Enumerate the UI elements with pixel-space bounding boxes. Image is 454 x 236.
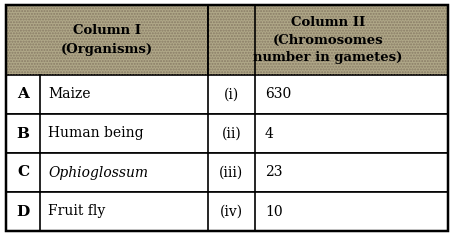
Text: (iii): (iii): [219, 165, 244, 180]
Bar: [6, 5, 208, 75]
Text: Ophioglossum: Ophioglossum: [48, 165, 148, 180]
Text: C: C: [17, 165, 29, 180]
Bar: [6, 5, 208, 75]
Text: Maize: Maize: [48, 88, 90, 101]
Bar: [208, 5, 448, 75]
Text: Column II: Column II: [291, 16, 365, 29]
Text: (Organisms): (Organisms): [61, 43, 153, 56]
Bar: [6, 75, 448, 114]
Text: Human being: Human being: [48, 126, 143, 140]
Text: number in gametes): number in gametes): [253, 51, 403, 64]
Text: (i): (i): [224, 88, 239, 101]
Text: 4: 4: [265, 126, 274, 140]
Text: B: B: [16, 126, 30, 140]
Text: 630: 630: [265, 88, 291, 101]
Bar: [6, 192, 448, 231]
Text: D: D: [16, 205, 30, 219]
Text: (ii): (ii): [222, 126, 242, 140]
Text: Column I: Column I: [73, 24, 141, 37]
Text: A: A: [17, 88, 29, 101]
Text: Fruit fly: Fruit fly: [48, 205, 105, 219]
Text: 23: 23: [265, 165, 282, 180]
Bar: [6, 153, 448, 192]
Bar: [6, 114, 448, 153]
Text: 10: 10: [265, 205, 283, 219]
Text: (iv): (iv): [220, 205, 243, 219]
Text: (Chromosomes: (Chromosomes: [273, 34, 383, 46]
Bar: [208, 5, 448, 75]
